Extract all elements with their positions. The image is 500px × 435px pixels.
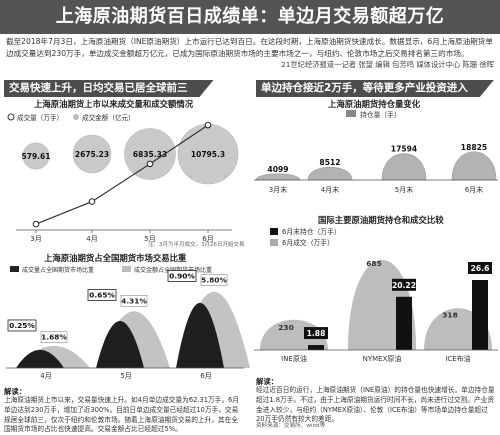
legend-swatch-holding	[270, 228, 278, 235]
legend-swatch-turnover	[270, 239, 278, 246]
data-source: 资料来源：交易所、wind等	[256, 423, 326, 429]
legend-label-open-interest: 持仓量（手）	[360, 110, 401, 119]
legend-swatch-volume-share	[10, 266, 19, 272]
volume-share-label-box	[87, 289, 117, 301]
x-tick-label: 6月	[202, 235, 213, 243]
chart1-title: 上海原油期货上市以来成交量和成交额情况	[34, 99, 194, 109]
open-interest-dome	[255, 173, 301, 181]
x-tick-label: 6月末	[465, 185, 483, 194]
right-interpretation-label: 解读：	[256, 377, 279, 386]
right-banner: 单边持仓接近2万手，等待更多产业投资进入	[256, 80, 494, 97]
holding-label: 1.88	[307, 329, 326, 338]
holding-bar	[472, 280, 488, 350]
chart2-market-share: 成交量占全国期货市场比重 成交金额占全国期货市场比重 1.68% 4.31% 5.80%…	[6, 266, 250, 380]
amount-share-label: 5.80%	[201, 276, 227, 285]
legend-label-amount: 成交金额（亿元）	[82, 113, 135, 122]
legend-label-volume-share: 成交量占全国期货市场比重	[22, 266, 94, 274]
legend-label-volume: 成交量（万手）	[17, 113, 63, 122]
holding-label: 20.22	[392, 281, 416, 290]
amount-share-label-box	[40, 331, 68, 344]
amount-share-label-box	[200, 274, 228, 286]
legend-swatch-open-interest	[346, 110, 356, 117]
volume-share-label: 0.90%	[169, 271, 195, 280]
holding-label: 26.6	[471, 264, 490, 273]
holding-bar	[396, 296, 412, 350]
chart4-international-compare: 6月末持仓（万手） 6月成交（万手） 230 685 318 1.88 20.22 26.6 I…	[254, 227, 498, 363]
x-tick-label: 6月	[200, 372, 211, 380]
volume-share-label: 0.25%	[9, 321, 35, 330]
chart2-title: 上海原油期货占全国期货市场交易比重	[44, 253, 187, 263]
amount-bubble	[22, 142, 50, 170]
x-tick-label: 4月	[86, 235, 97, 243]
open-interest-label: 4099	[267, 165, 288, 174]
turnover-label: 318	[442, 310, 457, 319]
volume-line	[35, 124, 209, 225]
byline: 21世纪经济报道一记者 张望 编辑 包芳鸣 媒体设计中心 陈珊 徐晖	[281, 60, 494, 69]
x-tick-label: ICE布油	[445, 354, 470, 363]
chart3-title: 上海原油期货持仓量变化	[328, 99, 421, 109]
holding-bar	[308, 345, 324, 350]
legend-label-turnover: 6月成交（万手）	[282, 238, 334, 247]
amount-bubble	[72, 134, 112, 174]
chart1-volume-amount: 成交量（万手） 成交金额（亿元） 579.61 2675.23 6835.33 10795…	[7, 113, 239, 243]
chart3-open-interest: 持仓量（手） 4099 3月末 8512 4月末 17594 5月末 18825 6月末	[254, 110, 498, 194]
open-interest-label: 8512	[319, 158, 340, 167]
amount-label: 6835.33	[133, 150, 167, 159]
x-tick-label: 5月	[120, 372, 131, 380]
open-interest-dome	[307, 167, 353, 181]
amount-label: 10795.3	[191, 150, 225, 159]
volume-point	[204, 121, 212, 129]
right-interpretation-text: 经过近百日的运行，上海原油期货（INE原油）的持仓量也快速增长。单边持仓量超过1…	[256, 386, 495, 424]
legend-label-amount-share: 成交金额占全国期货市场比重	[134, 266, 212, 274]
volume-point	[146, 160, 154, 168]
amount-label: 579.61	[22, 152, 51, 161]
headline: 上海原油期货百日成绩单：单边月交易额超万亿	[0, 0, 500, 34]
open-interest-label: 18825	[461, 143, 487, 152]
x-tick-label: INE原油	[281, 354, 307, 363]
legend-swatch-amount	[73, 114, 79, 120]
open-interest-dome	[381, 153, 427, 181]
volume-share-label-box	[167, 270, 197, 282]
volume-point	[32, 220, 40, 228]
volume-share-label: 0.65%	[89, 291, 115, 300]
amount-share-label: 1.68%	[41, 333, 67, 342]
x-tick-label: 4月	[40, 372, 51, 380]
legend-swatch-amount-share	[122, 266, 131, 272]
holding-label-box	[392, 278, 416, 291]
amount-share-label-box	[120, 295, 148, 307]
x-tick-label: 3月	[30, 235, 41, 243]
legend-swatch-volume	[7, 113, 15, 121]
legend-label-holding: 6月末持仓（万手）	[282, 227, 341, 236]
left-banner: 交易快速上升，日均交易已居全球前三	[4, 80, 214, 97]
x-tick-label: 3月末	[269, 185, 287, 194]
lead-paragraph: 截至2018年7月3日，上海原油期货（INE原油期货）上市运行已达到百日。在这段…	[6, 37, 493, 58]
x-tick-label: 5月末	[395, 185, 413, 194]
open-interest-label: 17594	[391, 145, 417, 154]
turnover-label: 685	[366, 259, 381, 268]
volume-point	[88, 198, 96, 205]
volume-share-hump	[176, 302, 224, 368]
holding-label-box	[468, 262, 492, 274]
turnover-label: 230	[278, 323, 293, 332]
volume-share-hump	[16, 349, 64, 368]
amount-bubble	[124, 128, 176, 180]
x-tick-label: 5月	[144, 235, 155, 243]
open-interest-dome	[451, 151, 497, 181]
volume-share-hump	[96, 320, 144, 368]
chart1-note: 注：3月为半月成交，3月26日开始交易	[148, 242, 245, 248]
volume-share-label-box	[7, 319, 37, 332]
amount-share-label: 4.31%	[121, 296, 147, 305]
chart4-title: 国际主要原油期货持仓和成交比较	[318, 215, 444, 225]
amount-label: 2675.23	[75, 150, 109, 159]
x-tick-label: 4月末	[321, 185, 339, 194]
left-interpretation-text: 上海原油期货上市以来，交易量快速上升。如4月单边成交量为62.31万手，6月单边…	[4, 396, 239, 434]
x-tick-label: NYMEX原油	[363, 354, 402, 363]
holding-label-box	[304, 327, 328, 340]
left-interpretation-label: 解读：	[4, 387, 27, 396]
